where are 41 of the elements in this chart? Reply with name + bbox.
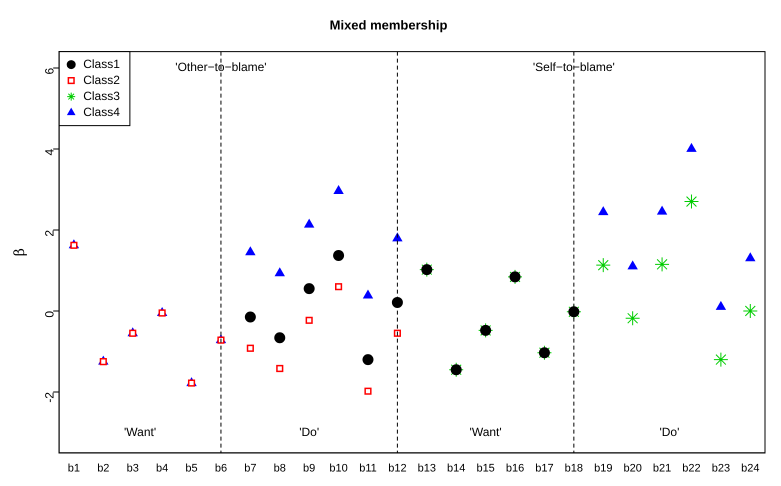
y-tick-label: 6 [42,68,57,74]
x-tick-label: b4 [156,462,168,474]
x-tick-label: b21 [652,462,672,474]
y-axis-title: β [12,248,28,256]
x-tick-label: b15 [476,462,495,474]
y-tick-label: -2 [42,392,57,403]
annotation: 'Want' [124,425,156,440]
x-tick-label: b2 [97,462,110,474]
x-tick-label: b1 [68,462,80,474]
annotation: 'Want' [470,425,502,440]
annotation: 'Self−to−blame' [532,60,615,74]
x-tick-label: b22 [682,462,701,474]
x-tick-label: b7 [244,462,256,474]
x-tick-label: b14 [447,462,466,474]
annotation: 'Do' [659,425,680,440]
x-tick-label: b10 [329,462,348,474]
x-tick-label: b11 [359,462,377,474]
x-tick-label: b8 [274,462,286,474]
x-tick-label: b24 [741,462,760,474]
x-tick-label: b5 [185,462,198,474]
x-tick-label: b3 [126,462,139,474]
x-tick-label: b23 [712,462,730,474]
chart-title: Mixed membership [330,17,448,32]
annotation: 'Other−to−blame' [175,60,267,74]
y-tick-label: 4 [42,148,57,156]
legend-label: Class1 [83,56,120,71]
x-tick-label: b20 [623,462,642,474]
legend-label: Class3 [83,88,120,103]
legend-label: Class4 [83,104,120,119]
x-tick-label: b6 [214,462,228,474]
legend-label: Class2 [83,72,120,87]
annotation: 'Do' [299,425,320,440]
x-tick-label: b17 [535,462,554,474]
y-tick-label: 0 [42,310,57,318]
y-tick-label: 2 [42,230,57,237]
x-tick-label: b16 [506,462,524,474]
x-tick-label: b18 [564,462,584,474]
x-tick-label: b9 [303,462,316,474]
x-tick-label: b12 [388,462,407,474]
x-tick-label: b13 [418,462,436,474]
x-tick-label: b19 [594,462,612,474]
